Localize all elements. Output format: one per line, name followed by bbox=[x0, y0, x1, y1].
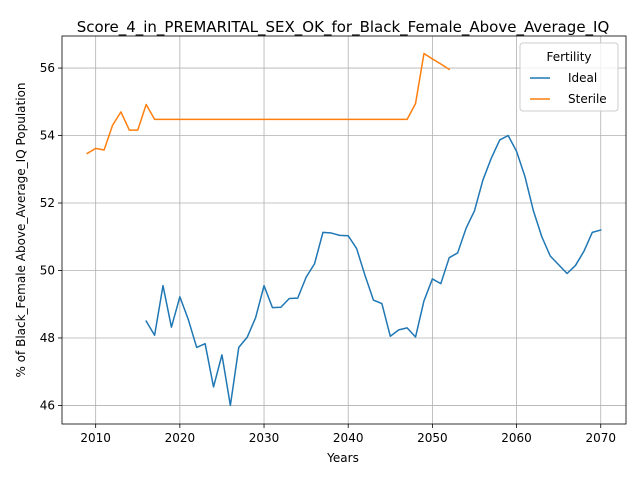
x-axis-ticks: 2010 2020 2030 2040 2050 2060 2070 bbox=[80, 424, 616, 445]
y-axis-ticks: 46 48 50 52 54 56 bbox=[40, 61, 62, 412]
y-tick-label: 46 bbox=[40, 398, 55, 412]
legend-title: Fertility bbox=[546, 50, 591, 64]
axes bbox=[61, 35, 627, 425]
y-tick-label: 56 bbox=[40, 61, 55, 75]
legend-label-ideal: Ideal bbox=[568, 71, 597, 85]
legend-label-sterile: Sterile bbox=[568, 92, 607, 106]
x-tick-label: 2030 bbox=[249, 431, 280, 445]
legend: Fertility Ideal Sterile bbox=[519, 42, 619, 112]
x-tick-label: 2040 bbox=[333, 431, 364, 445]
series-line-sterile bbox=[86, 52, 451, 155]
plot-frame bbox=[61, 35, 627, 425]
x-tick-label: 2010 bbox=[80, 431, 111, 445]
chart-title: Score_4_in_PREMARITAL_SEX_OK_for_Black_F… bbox=[77, 18, 610, 37]
y-tick-label: 50 bbox=[40, 263, 55, 277]
x-tick-label: 2060 bbox=[501, 431, 532, 445]
y-axis-label: % of Black_Female Above_Average_IQ Popul… bbox=[14, 82, 28, 377]
x-axis-label: Years bbox=[326, 451, 359, 465]
series-layer bbox=[86, 52, 602, 407]
x-tick-label: 2050 bbox=[417, 431, 448, 445]
y-tick-label: 54 bbox=[40, 129, 55, 143]
y-tick-label: 48 bbox=[40, 331, 55, 345]
series-line-ideal bbox=[145, 134, 602, 407]
x-tick-label: 2070 bbox=[585, 431, 616, 445]
legend-box bbox=[519, 42, 619, 112]
y-tick-label: 52 bbox=[40, 196, 55, 210]
x-tick-label: 2020 bbox=[165, 431, 196, 445]
